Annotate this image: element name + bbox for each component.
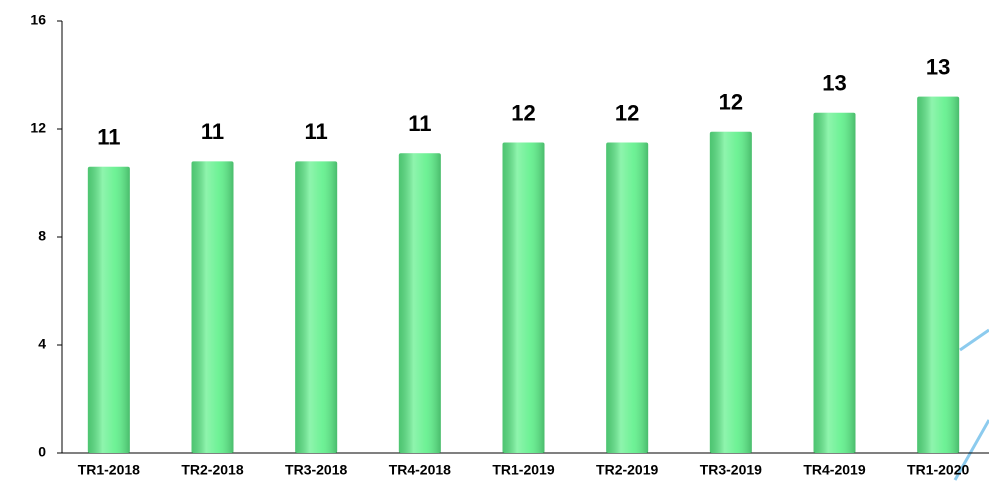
value-label: 12 bbox=[511, 100, 535, 125]
y-tick-label: 0 bbox=[38, 444, 46, 460]
value-label: 11 bbox=[201, 119, 224, 144]
value-label: 11 bbox=[305, 119, 328, 144]
bar-shade bbox=[87, 166, 130, 454]
value-label: 11 bbox=[97, 125, 120, 150]
y-tick-label: 16 bbox=[30, 12, 46, 28]
x-tick-label: TR3-2018 bbox=[285, 462, 347, 478]
bar-shade bbox=[502, 142, 545, 453]
bar-shade bbox=[606, 142, 649, 453]
bar-shade bbox=[813, 112, 856, 454]
x-tick-label: TR1-2020 bbox=[907, 462, 969, 478]
y-tick-label: 12 bbox=[30, 120, 46, 136]
value-label: 12 bbox=[615, 100, 639, 125]
x-tick-label: TR2-2018 bbox=[181, 462, 243, 478]
bar-shade bbox=[709, 131, 752, 453]
x-tick-label: TR1-2018 bbox=[78, 462, 140, 478]
value-label: 11 bbox=[408, 111, 431, 136]
bar-shade bbox=[398, 153, 441, 454]
y-tick-label: 4 bbox=[38, 336, 46, 352]
y-tick-label: 8 bbox=[38, 228, 46, 244]
decoration bbox=[953, 328, 989, 481]
x-tick-label: TR4-2018 bbox=[389, 462, 451, 478]
x-tick-label: TR3-2019 bbox=[700, 462, 762, 478]
x-tick-label: TR4-2019 bbox=[803, 462, 865, 478]
value-label: 13 bbox=[822, 71, 846, 96]
bar-shade bbox=[917, 96, 960, 453]
value-label: 12 bbox=[719, 90, 743, 115]
x-tick-label: TR2-2019 bbox=[596, 462, 658, 478]
x-tick-label: TR1-2019 bbox=[492, 462, 554, 478]
value-label: 13 bbox=[926, 54, 950, 79]
bar-shade bbox=[191, 161, 234, 453]
bar-shade bbox=[295, 161, 338, 453]
